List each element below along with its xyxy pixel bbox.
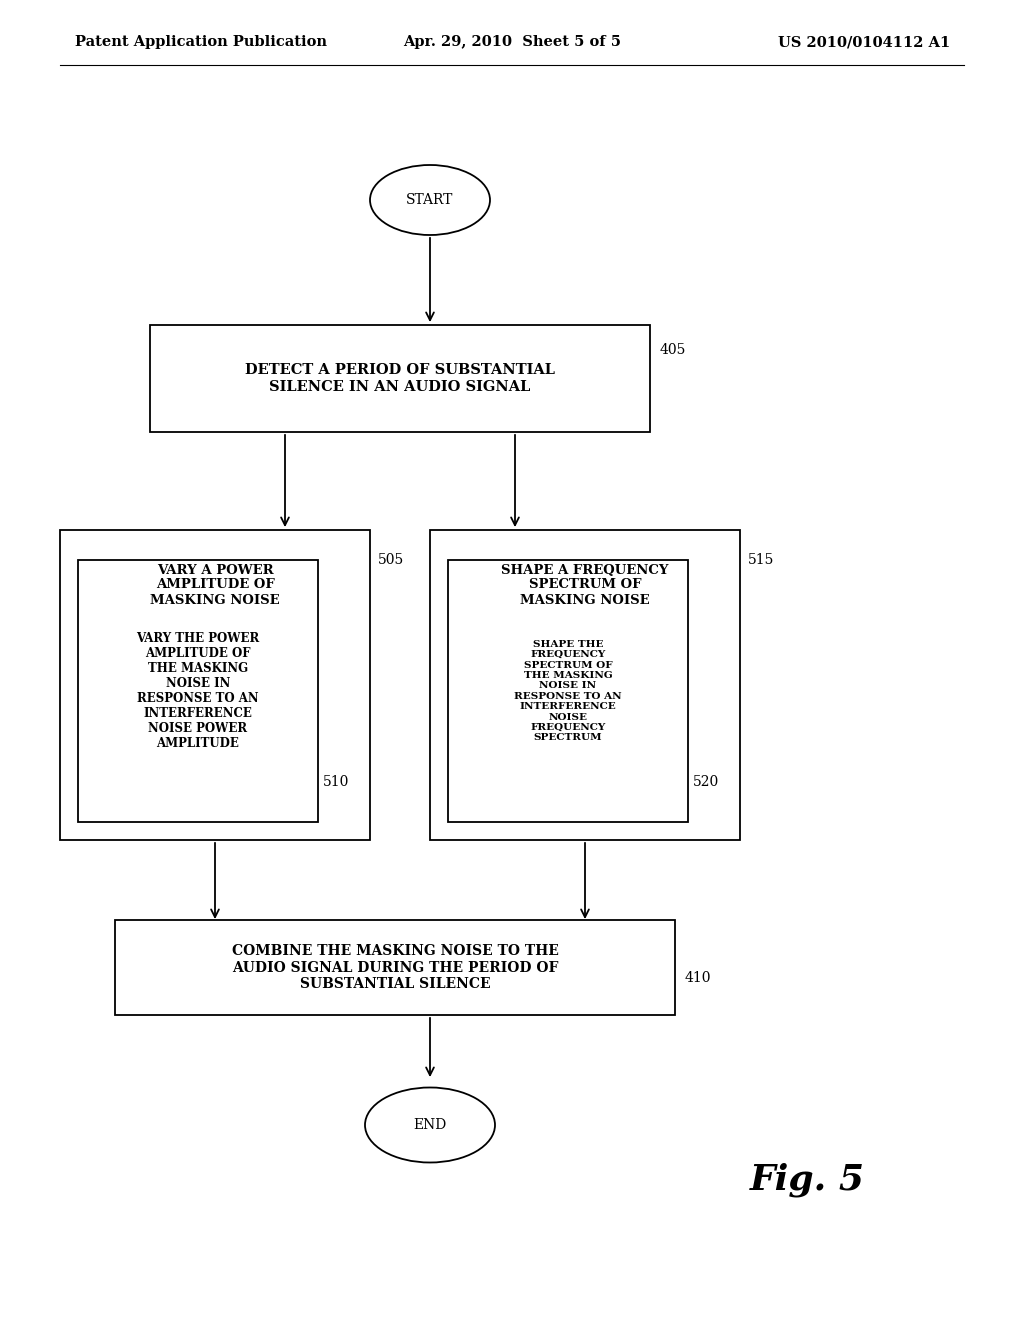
Text: US 2010/0104112 A1: US 2010/0104112 A1 (778, 36, 950, 49)
Text: COMBINE THE MASKING NOISE TO THE
AUDIO SIGNAL DURING THE PERIOD OF
SUBSTANTIAL S: COMBINE THE MASKING NOISE TO THE AUDIO S… (231, 944, 558, 991)
Text: END: END (414, 1118, 446, 1133)
Text: 410: 410 (685, 970, 712, 985)
Bar (150, 325, 650, 432)
Ellipse shape (370, 165, 490, 235)
Text: SHAPE A FREQUENCY
SPECTRUM OF
MASKING NOISE: SHAPE A FREQUENCY SPECTRUM OF MASKING NO… (502, 564, 669, 606)
Text: Patent Application Publication: Patent Application Publication (75, 36, 327, 49)
Bar (430, 531, 740, 840)
Text: VARY THE POWER
AMPLITUDE OF
THE MASKING
NOISE IN
RESPONSE TO AN
INTERFERENCE
NOI: VARY THE POWER AMPLITUDE OF THE MASKING … (136, 632, 260, 750)
Text: 505: 505 (378, 553, 404, 568)
Bar (78, 560, 318, 822)
Text: 515: 515 (748, 553, 774, 568)
Ellipse shape (365, 1088, 495, 1163)
Bar (115, 920, 675, 1015)
Text: 520: 520 (693, 775, 719, 789)
Text: 405: 405 (660, 343, 686, 356)
Text: Fig. 5: Fig. 5 (750, 1163, 865, 1197)
Text: VARY A POWER
AMPLITUDE OF
MASKING NOISE: VARY A POWER AMPLITUDE OF MASKING NOISE (151, 564, 280, 606)
Bar (449, 560, 688, 822)
Text: 510: 510 (323, 775, 349, 789)
Text: SHAPE THE
FREQUENCY
SPECTRUM OF
THE MASKING
NOISE IN
RESPONSE TO AN
INTERFERENCE: SHAPE THE FREQUENCY SPECTRUM OF THE MASK… (514, 640, 622, 742)
Text: Apr. 29, 2010  Sheet 5 of 5: Apr. 29, 2010 Sheet 5 of 5 (403, 36, 621, 49)
Text: START: START (407, 193, 454, 207)
Text: DETECT A PERIOD OF SUBSTANTIAL
SILENCE IN AN AUDIO SIGNAL: DETECT A PERIOD OF SUBSTANTIAL SILENCE I… (245, 363, 555, 393)
Bar (60, 531, 370, 840)
